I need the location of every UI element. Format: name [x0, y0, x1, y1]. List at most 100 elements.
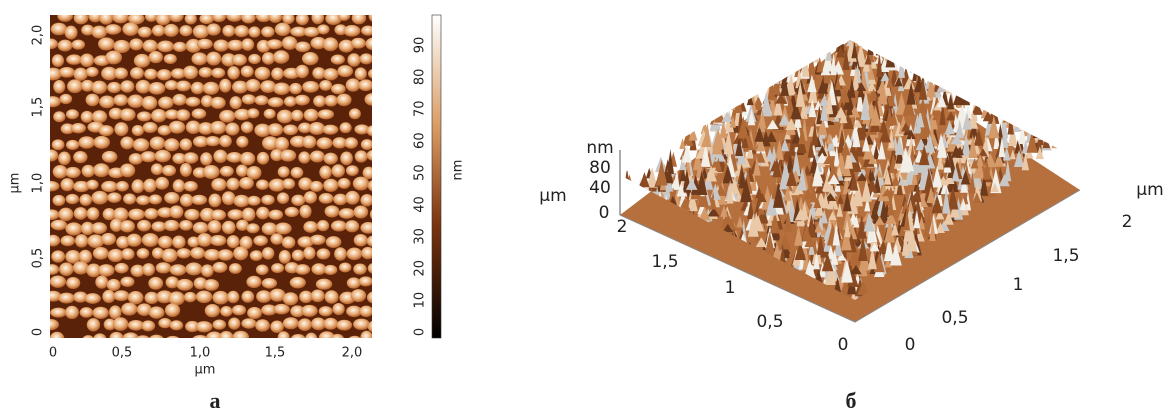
peak	[888, 128, 895, 149]
grain	[190, 247, 206, 260]
peak	[755, 186, 763, 199]
grain	[248, 53, 261, 65]
grain	[114, 122, 129, 136]
grain	[365, 37, 372, 51]
caption: б	[846, 388, 857, 413]
peak	[993, 152, 1005, 167]
grain	[311, 263, 327, 276]
grain	[246, 165, 262, 180]
peak	[952, 69, 962, 83]
grain	[155, 176, 170, 190]
peak	[840, 16, 849, 37]
peak	[878, 217, 886, 238]
peak	[918, 216, 926, 230]
peak	[885, 106, 894, 126]
grain	[282, 317, 299, 330]
peak	[1035, 103, 1048, 125]
grain	[176, 278, 194, 291]
peak	[1049, 95, 1060, 119]
grain	[60, 123, 75, 135]
grain	[98, 37, 115, 51]
grain	[219, 165, 234, 177]
grain	[346, 305, 362, 318]
peak	[877, 241, 889, 253]
peak	[760, 91, 773, 117]
grain	[297, 122, 312, 134]
axis-tick-label: 1	[725, 278, 736, 298]
grain	[256, 290, 272, 303]
peak	[946, 111, 956, 121]
grain	[253, 235, 268, 246]
grain	[261, 304, 278, 316]
peak	[984, 72, 992, 93]
grain	[301, 135, 317, 149]
peak	[926, 186, 936, 204]
grain	[85, 93, 100, 107]
grain	[164, 192, 180, 204]
grain	[101, 150, 118, 163]
grain	[52, 165, 68, 179]
peak	[814, 40, 825, 56]
grain	[332, 302, 345, 316]
peak	[897, 40, 908, 57]
grain	[144, 15, 158, 22]
peak	[747, 108, 756, 126]
grain	[318, 331, 335, 338]
peak	[1009, 149, 1016, 160]
grain	[283, 124, 299, 136]
grain	[122, 22, 139, 36]
grain	[104, 24, 122, 35]
peak	[935, 222, 946, 233]
peak	[772, 242, 782, 261]
peak	[856, 172, 868, 181]
peak	[891, 42, 903, 60]
peak	[685, 177, 698, 190]
peak	[737, 115, 749, 139]
grain	[281, 36, 298, 50]
grain	[151, 24, 166, 37]
peak	[901, 122, 911, 132]
axis-tick-label: 1,5	[1052, 246, 1079, 266]
peak	[764, 231, 776, 257]
grain	[263, 108, 276, 119]
grain	[179, 138, 193, 151]
peak	[942, 187, 951, 214]
peak	[778, 49, 789, 75]
peak	[875, 45, 885, 56]
peak	[885, 47, 896, 68]
peak	[723, 129, 734, 155]
peak	[877, 140, 886, 160]
grain	[217, 249, 234, 261]
grain	[148, 276, 164, 290]
grain	[282, 178, 296, 190]
peak	[980, 86, 989, 98]
grain	[98, 125, 114, 137]
grain	[261, 52, 275, 65]
grain	[276, 192, 290, 204]
peak	[824, 192, 837, 202]
grain	[303, 108, 319, 122]
grain	[255, 15, 272, 23]
peak	[804, 234, 815, 248]
grain	[70, 123, 87, 134]
grain	[273, 303, 290, 315]
grain	[360, 330, 372, 338]
grain	[210, 120, 227, 135]
peak	[1030, 102, 1038, 119]
grain	[197, 122, 214, 135]
peak	[1051, 130, 1062, 149]
peak	[872, 188, 880, 198]
grain	[366, 235, 372, 247]
grain	[52, 194, 66, 207]
grain	[157, 235, 173, 249]
peak	[769, 210, 780, 234]
grain	[303, 221, 318, 233]
peak	[920, 127, 927, 140]
grain	[360, 221, 372, 234]
grain	[142, 39, 158, 53]
peak	[913, 209, 921, 229]
grain	[204, 303, 221, 318]
peak	[1017, 98, 1024, 114]
peak	[947, 186, 959, 210]
peak	[923, 48, 930, 66]
